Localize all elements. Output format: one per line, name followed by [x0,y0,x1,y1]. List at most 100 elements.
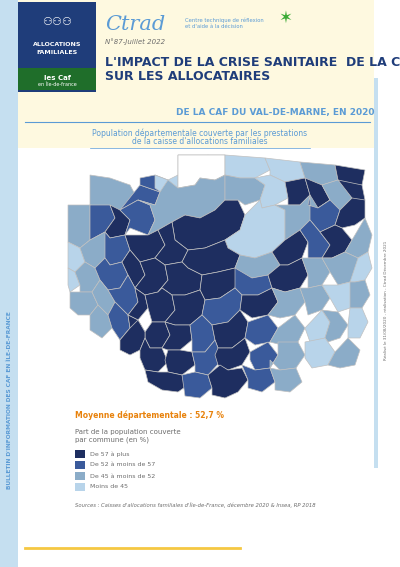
Polygon shape [125,230,165,262]
Polygon shape [270,315,305,345]
Text: SUR LES ALLOCATAIRES: SUR LES ALLOCATAIRES [105,70,270,83]
Polygon shape [335,165,365,188]
Bar [18,2,96,92]
Text: De 52 à moins de 57: De 52 à moins de 57 [90,463,155,468]
Polygon shape [305,310,330,342]
Polygon shape [225,155,270,178]
Polygon shape [322,310,348,342]
Polygon shape [202,288,242,325]
Polygon shape [270,342,305,370]
Polygon shape [208,365,248,398]
Text: de la caisse d'allocations familiales: de la caisse d'allocations familiales [132,137,268,146]
Polygon shape [318,180,352,212]
Text: Part de la population couverte: Part de la population couverte [75,429,181,435]
Polygon shape [320,225,352,258]
Text: Moins de 45: Moins de 45 [90,484,128,489]
Polygon shape [300,162,338,185]
Polygon shape [242,365,275,392]
Text: par commune (en %): par commune (en %) [75,437,149,443]
Polygon shape [92,280,115,315]
Polygon shape [162,322,192,350]
Polygon shape [75,262,100,292]
Text: FAMILIALES: FAMILIALES [36,49,78,54]
Polygon shape [105,232,130,265]
Polygon shape [90,175,138,210]
Text: les Caf: les Caf [44,75,70,81]
Polygon shape [155,222,188,265]
Polygon shape [245,315,278,345]
Polygon shape [120,315,145,342]
Text: et d'aide à la décision: et d'aide à la décision [185,24,243,29]
Polygon shape [305,338,335,368]
Polygon shape [215,338,250,370]
Polygon shape [135,258,168,295]
Bar [0,0,18,567]
Polygon shape [120,200,155,235]
Polygon shape [235,268,272,295]
Polygon shape [138,175,225,235]
Polygon shape [68,242,85,272]
Polygon shape [165,350,195,375]
Polygon shape [90,205,115,240]
Polygon shape [302,258,330,288]
Polygon shape [270,368,302,392]
Bar [18,0,374,148]
Polygon shape [165,290,205,325]
Polygon shape [268,258,308,292]
Text: Réalisé le 31/08/2020 - réalisation - Ctrad Décembre 2021: Réalisé le 31/08/2020 - réalisation - Ct… [384,240,388,359]
Polygon shape [308,195,340,232]
Polygon shape [182,372,212,398]
Polygon shape [250,342,278,370]
Polygon shape [350,280,370,308]
Polygon shape [155,175,178,195]
Bar [75,472,85,480]
Polygon shape [345,218,372,258]
Text: ⚇⚇⚇: ⚇⚇⚇ [42,17,72,27]
Bar [75,483,85,491]
Text: N°87-Juillet 2022: N°87-Juillet 2022 [105,39,165,45]
Bar [75,450,85,458]
Polygon shape [145,370,188,392]
Bar [18,68,96,90]
Text: Sources : Caisses d'allocations familiales d'Île-de-France, décembre 2020 & Inse: Sources : Caisses d'allocations familial… [75,502,316,508]
Text: en Île-de-france: en Île-de-france [38,82,76,87]
Polygon shape [178,155,208,175]
Polygon shape [268,288,305,318]
Bar [374,78,378,468]
Text: De 45 à moins de 52: De 45 à moins de 52 [90,473,155,479]
Polygon shape [172,200,245,250]
Polygon shape [335,198,365,228]
Polygon shape [108,275,138,315]
Text: Population départementale couverte par les prestations: Population départementale couverte par l… [92,128,308,138]
Polygon shape [265,158,305,182]
Text: Centre technique de réflexion: Centre technique de réflexion [185,17,264,23]
Polygon shape [68,268,80,292]
Polygon shape [300,285,330,315]
Polygon shape [255,175,288,208]
Polygon shape [300,220,330,258]
Text: Ctrad: Ctrad [105,15,165,35]
Polygon shape [285,178,310,205]
Bar [18,148,374,567]
Polygon shape [322,252,362,285]
Text: BULLETIN D'INFORMATION DES CAF EN ÎLE-DE-FRANCE: BULLETIN D'INFORMATION DES CAF EN ÎLE-DE… [6,311,12,489]
Text: De 57 à plus: De 57 à plus [90,451,130,457]
Polygon shape [212,310,248,348]
Polygon shape [348,308,368,338]
Polygon shape [350,252,372,282]
Text: Moyenne départementale : 52,7 %: Moyenne départementale : 52,7 % [75,411,224,420]
Polygon shape [275,195,318,240]
Polygon shape [305,178,330,208]
Polygon shape [145,322,170,348]
Polygon shape [68,205,90,248]
Text: DE LA CAF DU VAL-DE-MARNE, EN 2020: DE LA CAF DU VAL-DE-MARNE, EN 2020 [176,108,375,116]
Text: ✶: ✶ [278,9,292,27]
Text: L'IMPACT DE LA CRISE SANITAIRE  DE LA COVID-19: L'IMPACT DE LA CRISE SANITAIRE DE LA COV… [105,56,400,69]
Polygon shape [105,205,130,238]
Polygon shape [140,338,168,372]
Polygon shape [338,180,365,210]
Polygon shape [240,288,278,318]
Polygon shape [70,292,98,315]
Polygon shape [120,320,145,355]
Polygon shape [272,230,308,265]
